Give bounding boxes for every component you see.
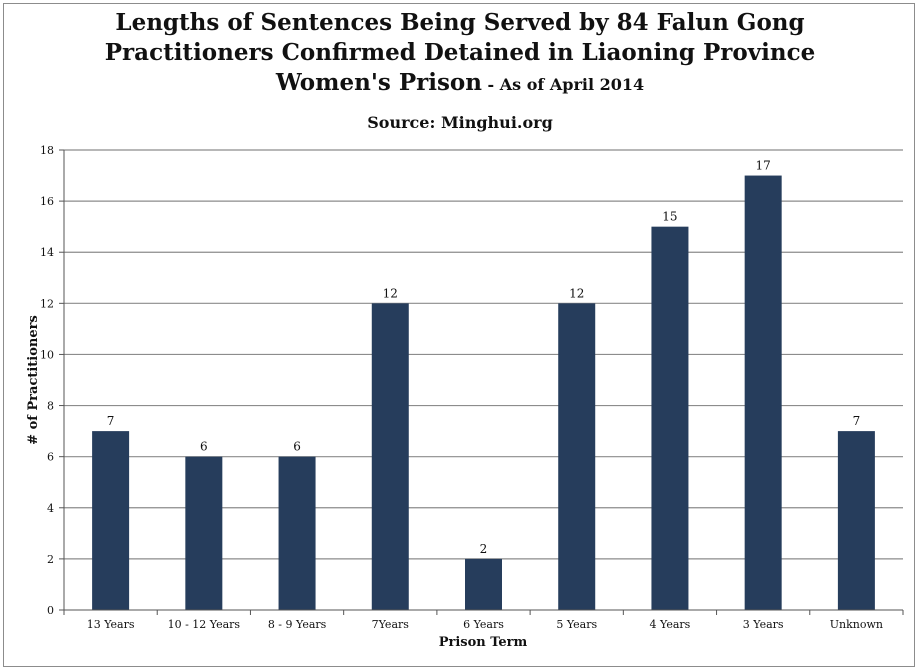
y-axis-label: # of Practitioners (26, 315, 41, 445)
bar (465, 558, 502, 610)
bar (92, 431, 130, 610)
title-line-1: Lengths of Sentences Being Served by 84 … (115, 9, 805, 36)
title-line-3-main: Women's Prison (275, 69, 482, 96)
bar (371, 303, 409, 610)
data-label: 2 (480, 542, 488, 556)
title-line-2: Practitioners Confirmed Detained in Liao… (104, 39, 816, 66)
bar (837, 431, 875, 610)
x-tick-label: 3 Years (743, 618, 784, 631)
y-tick-label: 16 (40, 195, 54, 208)
x-axis-label: Prison Term (439, 635, 528, 650)
y-tick-label: 6 (47, 451, 54, 464)
bar (744, 175, 782, 611)
x-tick-label: 4 Years (650, 618, 691, 631)
bars: 7 6 6 12 2 12 15 17 7 (92, 159, 875, 611)
x-tick-label: 10 - 12 Years (168, 618, 241, 631)
axes: 0 2 4 6 8 10 12 14 16 18 13 Years 10 - 12 Years 8 - … (40, 144, 904, 631)
y-tick-label: 12 (40, 297, 54, 310)
title-date-suffix: - As of April 2014 (481, 75, 645, 94)
y-tick-label: 4 (47, 502, 54, 515)
y-tick-label: 8 (47, 400, 54, 413)
data-label: 17 (756, 159, 771, 173)
chart-source: Source: Minghui.org (367, 113, 553, 132)
bar (651, 226, 689, 610)
data-label: 15 (662, 210, 677, 224)
x-tick-label: 7Years (372, 618, 410, 631)
bar (278, 456, 316, 610)
y-tick-label: 0 (47, 604, 54, 617)
x-tick-label: 13 Years (87, 618, 135, 631)
data-label: 6 (200, 440, 208, 454)
x-tick-label: Unknown (830, 618, 883, 631)
chart-title: Lengths of Sentences Being Served by 84 … (0, 8, 920, 100)
x-tick-label: 6 Years (463, 618, 504, 631)
data-label: 12 (383, 286, 398, 300)
data-label: 6 (293, 440, 301, 454)
x-tick-label: 8 - 9 Years (268, 618, 327, 631)
bar (185, 456, 223, 610)
title-line-3: Women's Prison - As of April 2014 (0, 68, 920, 100)
x-tick-label: 5 Years (556, 618, 597, 631)
data-label: 7 (107, 414, 115, 428)
data-label: 7 (853, 414, 861, 428)
y-tick-label: 10 (40, 348, 54, 361)
y-tick-label: 2 (47, 553, 54, 566)
data-label: 12 (569, 286, 584, 300)
bar (558, 303, 596, 610)
y-tick-label: 18 (40, 144, 54, 157)
y-tick-label: 14 (40, 246, 54, 259)
